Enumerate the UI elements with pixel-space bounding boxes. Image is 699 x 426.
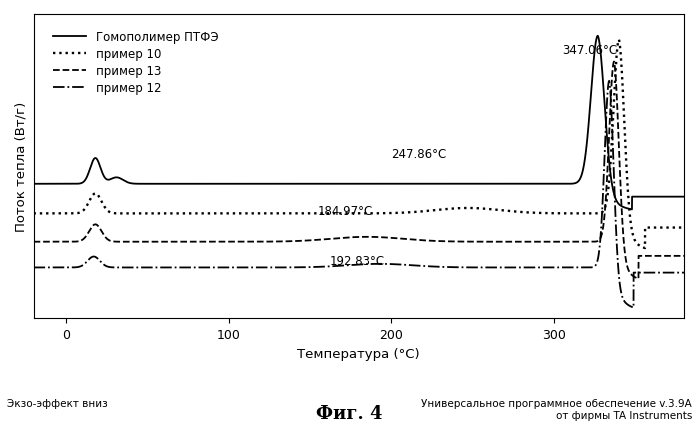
Гомополимер ПТФЭ: [452, 182, 461, 187]
пример 12: [680, 271, 689, 276]
Line: пример 10: пример 10: [34, 40, 684, 248]
Гомополимер ПТФЭ: [628, 207, 636, 213]
Y-axis label: Поток тепла (Вт/г): Поток тепла (Вт/г): [15, 102, 28, 232]
пример 10: [614, 38, 623, 43]
пример 12: [629, 305, 637, 311]
пример 13: [29, 239, 38, 245]
Гомополимер ПТФЭ: [29, 182, 38, 187]
X-axis label: Температура (°C): Температура (°C): [298, 347, 420, 360]
пример 10: [514, 210, 523, 215]
пример 10: [564, 211, 572, 216]
пример 13: [634, 276, 642, 282]
Гомополимер ПТФЭ: [419, 182, 428, 187]
пример 12: [605, 79, 614, 84]
Text: 192.83°C: 192.83°C: [329, 254, 384, 268]
Гомополимер ПТФЭ: [514, 182, 523, 187]
пример 10: [419, 209, 428, 214]
Text: 247.86°C: 247.86°C: [391, 147, 447, 160]
пример 10: [278, 211, 287, 216]
Line: пример 12: пример 12: [34, 82, 684, 308]
Text: Фиг. 4: Фиг. 4: [316, 404, 383, 422]
пример 10: [680, 225, 689, 230]
Гомополимер ПТФЭ: [680, 195, 689, 200]
Line: пример 13: пример 13: [34, 62, 684, 279]
пример 12: [452, 265, 461, 270]
пример 13: [610, 60, 618, 65]
пример 12: [419, 264, 428, 269]
пример 12: [564, 265, 572, 271]
пример 10: [147, 211, 156, 216]
пример 13: [278, 239, 287, 245]
Гомополимер ПТФЭ: [593, 34, 602, 39]
пример 13: [419, 238, 428, 243]
Text: Экзо-эффект вниз: Экзо-эффект вниз: [7, 398, 108, 408]
Гомополимер ПТФЭ: [564, 182, 572, 187]
Text: 347.06°C: 347.06°C: [562, 44, 617, 57]
пример 12: [29, 265, 38, 271]
Line: Гомополимер ПТФЭ: Гомополимер ПТФЭ: [34, 37, 684, 210]
пример 10: [29, 211, 38, 216]
Legend: Гомополимер ПТФЭ, пример 10, пример 13, пример 12: Гомополимер ПТФЭ, пример 10, пример 13, …: [46, 24, 225, 102]
пример 13: [680, 254, 689, 259]
пример 10: [641, 246, 649, 251]
Text: Универсальное программное обеспечение v.3.9A
от фирмы TA Instruments: Универсальное программное обеспечение v.…: [421, 398, 692, 420]
пример 12: [514, 265, 523, 271]
пример 10: [452, 206, 461, 211]
пример 13: [452, 239, 461, 245]
пример 12: [147, 265, 156, 271]
пример 13: [147, 239, 156, 245]
Text: 184.97°C: 184.97°C: [318, 204, 373, 217]
Гомополимер ПТФЭ: [278, 182, 287, 187]
пример 13: [514, 239, 523, 245]
Гомополимер ПТФЭ: [147, 182, 156, 187]
пример 12: [278, 265, 287, 271]
пример 13: [564, 239, 572, 245]
